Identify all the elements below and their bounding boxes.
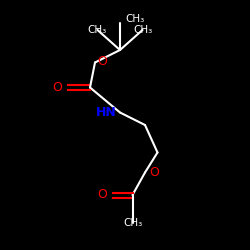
- Text: O: O: [52, 81, 62, 94]
- Text: O: O: [149, 166, 159, 179]
- Text: CH₃: CH₃: [88, 25, 107, 35]
- Text: CH₃: CH₃: [125, 14, 144, 24]
- Text: CH₃: CH₃: [123, 218, 142, 228]
- Text: HN: HN: [96, 106, 116, 119]
- Text: O: O: [98, 188, 108, 202]
- Text: CH₃: CH₃: [133, 25, 152, 35]
- Text: O: O: [98, 55, 108, 68]
